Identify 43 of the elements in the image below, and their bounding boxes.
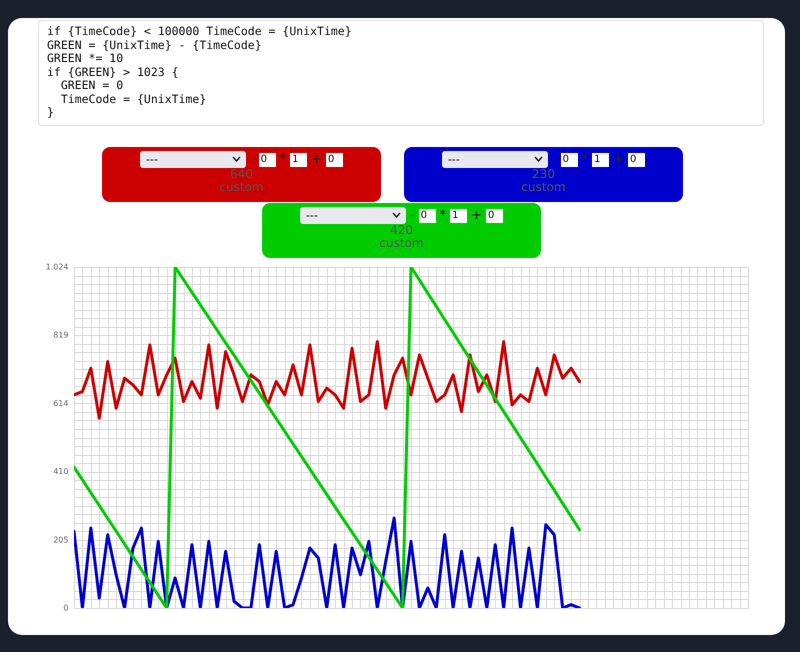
- number-field: 0: [258, 152, 276, 166]
- text: GREEN = {UnixTime} - {TimeCode}: [47, 38, 262, 52]
- y-tick-label: 410: [53, 467, 68, 476]
- text: -: [410, 208, 415, 223]
- text: ---: [140, 151, 246, 168]
- text: ---: [442, 151, 548, 168]
- number-field: 1: [592, 152, 610, 166]
- y-tick-label: 819: [53, 330, 68, 340]
- text: -: [250, 152, 255, 167]
- line-series: [74, 267, 581, 608]
- line-series: [74, 340, 581, 420]
- text: ---: [300, 207, 406, 224]
- number-field: 1: [290, 152, 308, 166]
- text: 230: [531, 167, 556, 181]
- text: -: [552, 152, 557, 167]
- text: GREEN = 0: [60, 78, 124, 92]
- text: 640: [229, 167, 254, 181]
- y-tick-label: 614: [53, 398, 68, 408]
- number-field: 1: [450, 208, 468, 222]
- text: GREEN *= 10: [47, 51, 124, 65]
- text: custom: [218, 180, 265, 194]
- text: custom: [520, 180, 567, 194]
- text: *: [280, 152, 286, 167]
- text: +: [613, 152, 624, 167]
- y-tick-label: 1.024: [46, 262, 68, 272]
- y-tick-label: 0: [63, 604, 68, 612]
- text: 420: [389, 223, 414, 237]
- line-series: [74, 516, 581, 608]
- text: if {TimeCode} < 100000 TimeCode = {UnixTime}: [47, 24, 352, 38]
- text: +: [311, 152, 322, 167]
- text: if {GREEN} > 1023 {: [47, 64, 179, 78]
- text: *: [440, 208, 446, 223]
- number-field: 0: [560, 152, 578, 166]
- text: TimeCode = {UnixTime}: [60, 92, 206, 106]
- text: *: [582, 152, 588, 167]
- text: +: [471, 208, 482, 223]
- text: }: [47, 105, 54, 119]
- number-field: 0: [418, 208, 436, 222]
- y-tick-label: 205: [53, 535, 68, 544]
- number-field: 0: [486, 208, 504, 222]
- number-field: 0: [628, 152, 646, 166]
- number-field: 0: [326, 152, 344, 166]
- text: custom: [378, 236, 425, 250]
